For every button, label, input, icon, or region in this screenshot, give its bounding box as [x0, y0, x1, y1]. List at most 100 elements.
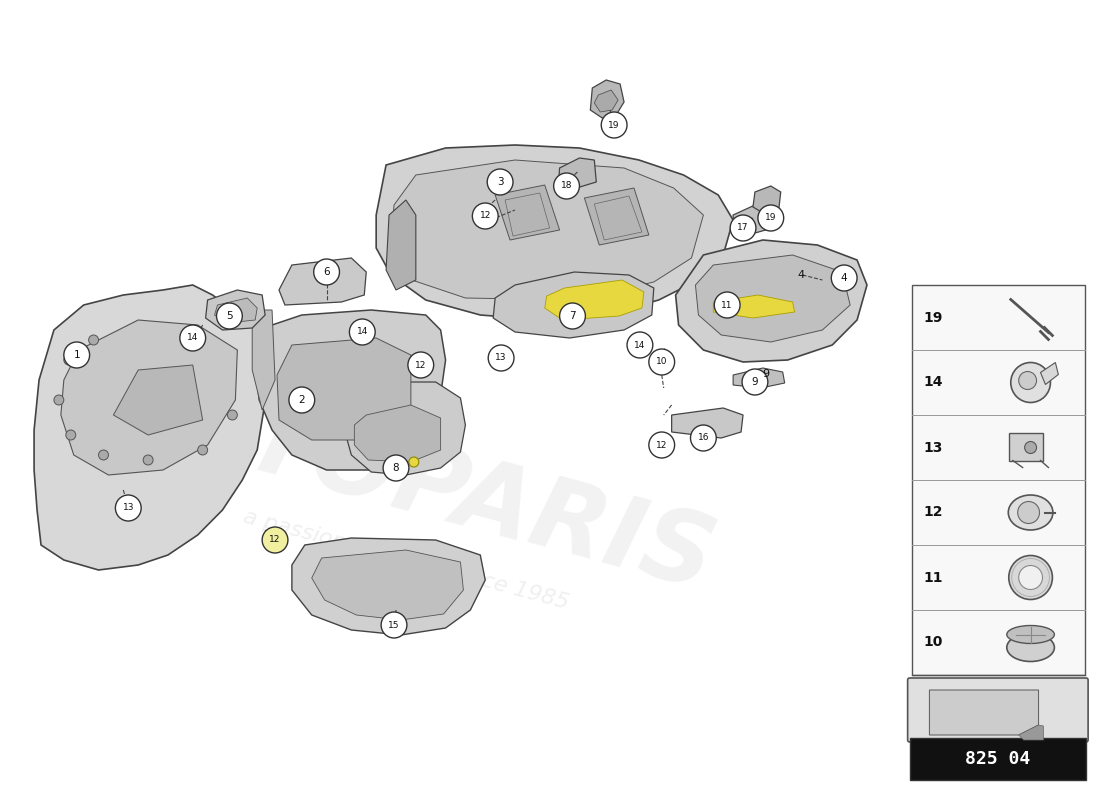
Polygon shape: [279, 258, 366, 305]
Circle shape: [691, 425, 716, 451]
Text: 14: 14: [635, 341, 646, 350]
Text: 1: 1: [74, 350, 80, 360]
Text: 10: 10: [924, 635, 943, 650]
Circle shape: [649, 432, 674, 458]
Polygon shape: [344, 382, 465, 475]
Circle shape: [383, 455, 409, 481]
Text: 12: 12: [480, 211, 491, 221]
Text: 14: 14: [924, 375, 943, 390]
Circle shape: [1009, 555, 1053, 599]
Polygon shape: [34, 285, 275, 570]
Text: AUTOPARIS: AUTOPARIS: [87, 351, 725, 609]
Circle shape: [381, 612, 407, 638]
Polygon shape: [754, 186, 781, 214]
Circle shape: [198, 445, 208, 455]
Text: 9: 9: [762, 369, 769, 379]
Polygon shape: [60, 320, 238, 475]
Text: 15: 15: [388, 621, 399, 630]
Circle shape: [64, 342, 89, 368]
Text: 14: 14: [356, 327, 369, 337]
Text: 6: 6: [323, 267, 330, 277]
Text: 17: 17: [737, 223, 749, 233]
Text: 16: 16: [697, 434, 710, 442]
Text: 19: 19: [924, 310, 943, 325]
Circle shape: [228, 410, 238, 420]
Circle shape: [488, 345, 514, 371]
Polygon shape: [672, 408, 743, 438]
Polygon shape: [277, 338, 411, 440]
Polygon shape: [354, 405, 441, 462]
Polygon shape: [695, 255, 850, 342]
FancyBboxPatch shape: [912, 285, 1085, 675]
Circle shape: [350, 319, 375, 345]
Text: 12: 12: [270, 535, 280, 545]
Polygon shape: [733, 368, 784, 388]
Polygon shape: [493, 272, 653, 338]
Polygon shape: [386, 200, 416, 290]
Circle shape: [99, 450, 109, 460]
Circle shape: [314, 259, 340, 285]
Polygon shape: [113, 365, 202, 435]
Polygon shape: [1041, 362, 1058, 385]
Circle shape: [560, 303, 585, 329]
Text: 7: 7: [569, 311, 575, 321]
Text: 19: 19: [608, 121, 620, 130]
Text: 14: 14: [187, 334, 198, 342]
Polygon shape: [255, 310, 446, 470]
Polygon shape: [376, 145, 733, 320]
Circle shape: [408, 352, 433, 378]
Polygon shape: [559, 158, 596, 188]
Text: 9: 9: [751, 377, 758, 387]
Circle shape: [409, 457, 419, 467]
Polygon shape: [495, 185, 560, 240]
Circle shape: [627, 332, 652, 358]
Polygon shape: [292, 538, 485, 635]
Circle shape: [553, 173, 580, 199]
FancyBboxPatch shape: [908, 678, 1088, 742]
Polygon shape: [311, 550, 463, 620]
Circle shape: [1024, 442, 1036, 454]
Polygon shape: [390, 160, 703, 300]
Polygon shape: [594, 90, 618, 112]
Text: 10: 10: [656, 358, 668, 366]
Circle shape: [89, 335, 99, 345]
Text: 13: 13: [122, 503, 134, 513]
Polygon shape: [591, 80, 624, 118]
Text: 11: 11: [924, 570, 943, 585]
Circle shape: [262, 527, 288, 553]
Circle shape: [66, 430, 76, 440]
Polygon shape: [544, 280, 644, 320]
Circle shape: [1019, 371, 1036, 390]
Text: 13: 13: [495, 354, 507, 362]
Circle shape: [714, 292, 740, 318]
Text: 12: 12: [656, 441, 668, 450]
Polygon shape: [930, 690, 1038, 735]
Circle shape: [179, 325, 206, 351]
FancyBboxPatch shape: [1009, 433, 1044, 461]
Text: 8: 8: [393, 463, 399, 473]
Circle shape: [143, 455, 153, 465]
Text: 13: 13: [924, 441, 943, 454]
Text: 11: 11: [722, 301, 733, 310]
Polygon shape: [584, 188, 649, 245]
Polygon shape: [1019, 725, 1044, 740]
Circle shape: [649, 349, 674, 375]
Circle shape: [758, 205, 783, 231]
Circle shape: [832, 265, 857, 291]
Ellipse shape: [1006, 634, 1055, 662]
Text: 19: 19: [766, 214, 777, 222]
Polygon shape: [252, 310, 275, 410]
Text: 2: 2: [298, 395, 305, 405]
Polygon shape: [713, 295, 794, 318]
Circle shape: [602, 112, 627, 138]
Polygon shape: [733, 205, 773, 233]
Circle shape: [487, 169, 513, 195]
Text: 825 04: 825 04: [965, 750, 1031, 768]
Polygon shape: [675, 240, 867, 362]
Text: 12: 12: [415, 361, 427, 370]
Ellipse shape: [1006, 626, 1055, 643]
Text: 5: 5: [227, 311, 233, 321]
Text: 12: 12: [924, 506, 943, 519]
Ellipse shape: [1018, 502, 1040, 523]
Circle shape: [742, 369, 768, 395]
